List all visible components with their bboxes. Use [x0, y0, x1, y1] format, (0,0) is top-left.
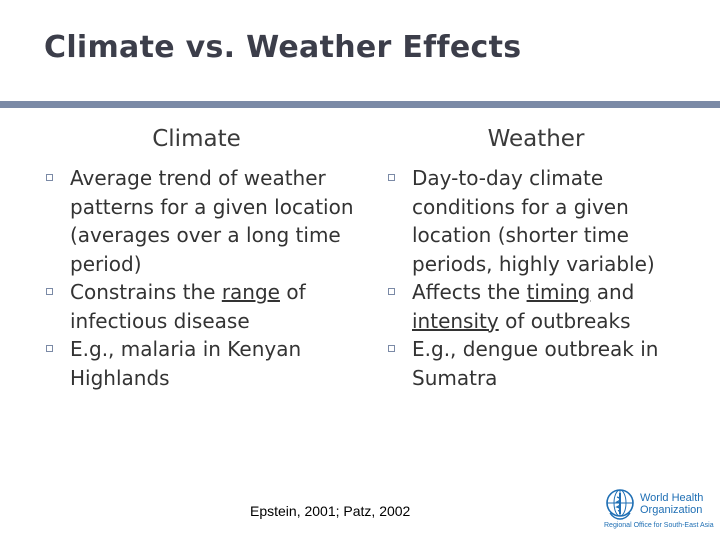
list-item: Average trend of weather patterns for a … — [44, 164, 364, 278]
who-name-line1: World Health — [640, 492, 704, 504]
bullet-text-mid: and — [590, 280, 635, 304]
weather-heading: Weather — [487, 126, 585, 152]
list-item: E.g., malaria in Kenyan Highlands — [44, 335, 364, 392]
climate-column: Climate Average trend of weather pattern… — [44, 126, 364, 392]
bullet-text: Average trend of weather patterns for a … — [70, 166, 354, 276]
who-logo: World Health Organization Regional Offic… — [604, 488, 716, 534]
square-bullet-icon — [388, 288, 395, 295]
underlined-term: intensity — [412, 308, 499, 333]
citation: Epstein, 2001; Patz, 2002 — [250, 503, 411, 519]
bullet-text: Day-to-day climate conditions for a give… — [412, 166, 655, 276]
bullet-text-pre: Affects the — [412, 280, 527, 304]
bullet-text: E.g., dengue outbreak in Sumatra — [412, 337, 659, 390]
climate-heading: Climate — [152, 126, 241, 152]
square-bullet-icon — [388, 345, 395, 352]
who-name-line2: Organization — [640, 504, 703, 516]
square-bullet-icon — [46, 345, 53, 352]
list-item: Constrains the range of infectious disea… — [44, 278, 364, 335]
weather-bullet-list: Day-to-day climate conditions for a give… — [386, 164, 712, 392]
square-bullet-icon — [46, 174, 53, 181]
bullet-text: E.g., malaria in Kenyan Highlands — [70, 337, 302, 390]
list-item: Affects the timing and intensity of outb… — [386, 278, 712, 335]
climate-bullet-list: Average trend of weather patterns for a … — [44, 164, 364, 392]
bullet-text-pre: Constrains the — [70, 280, 222, 304]
title-divider — [0, 101, 720, 108]
slide-title: Climate vs. Weather Effects — [44, 30, 522, 65]
who-regional-office: Regional Office for South-East Asia — [604, 522, 714, 529]
who-wordmark: World Health Organization — [640, 492, 703, 516]
list-item: E.g., dengue outbreak in Sumatra — [386, 335, 712, 392]
bullet-text-post: of outbreaks — [498, 308, 631, 333]
weather-column: Weather Day-to-day climate conditions fo… — [386, 126, 712, 392]
who-emblem-icon — [606, 489, 634, 520]
square-bullet-icon — [46, 288, 53, 295]
list-item: Day-to-day climate conditions for a give… — [386, 164, 712, 278]
underlined-term: timing — [526, 280, 591, 304]
bullet-text-post: of infectious disease — [70, 280, 306, 333]
underlined-term: range — [221, 280, 280, 304]
square-bullet-icon — [388, 174, 395, 181]
